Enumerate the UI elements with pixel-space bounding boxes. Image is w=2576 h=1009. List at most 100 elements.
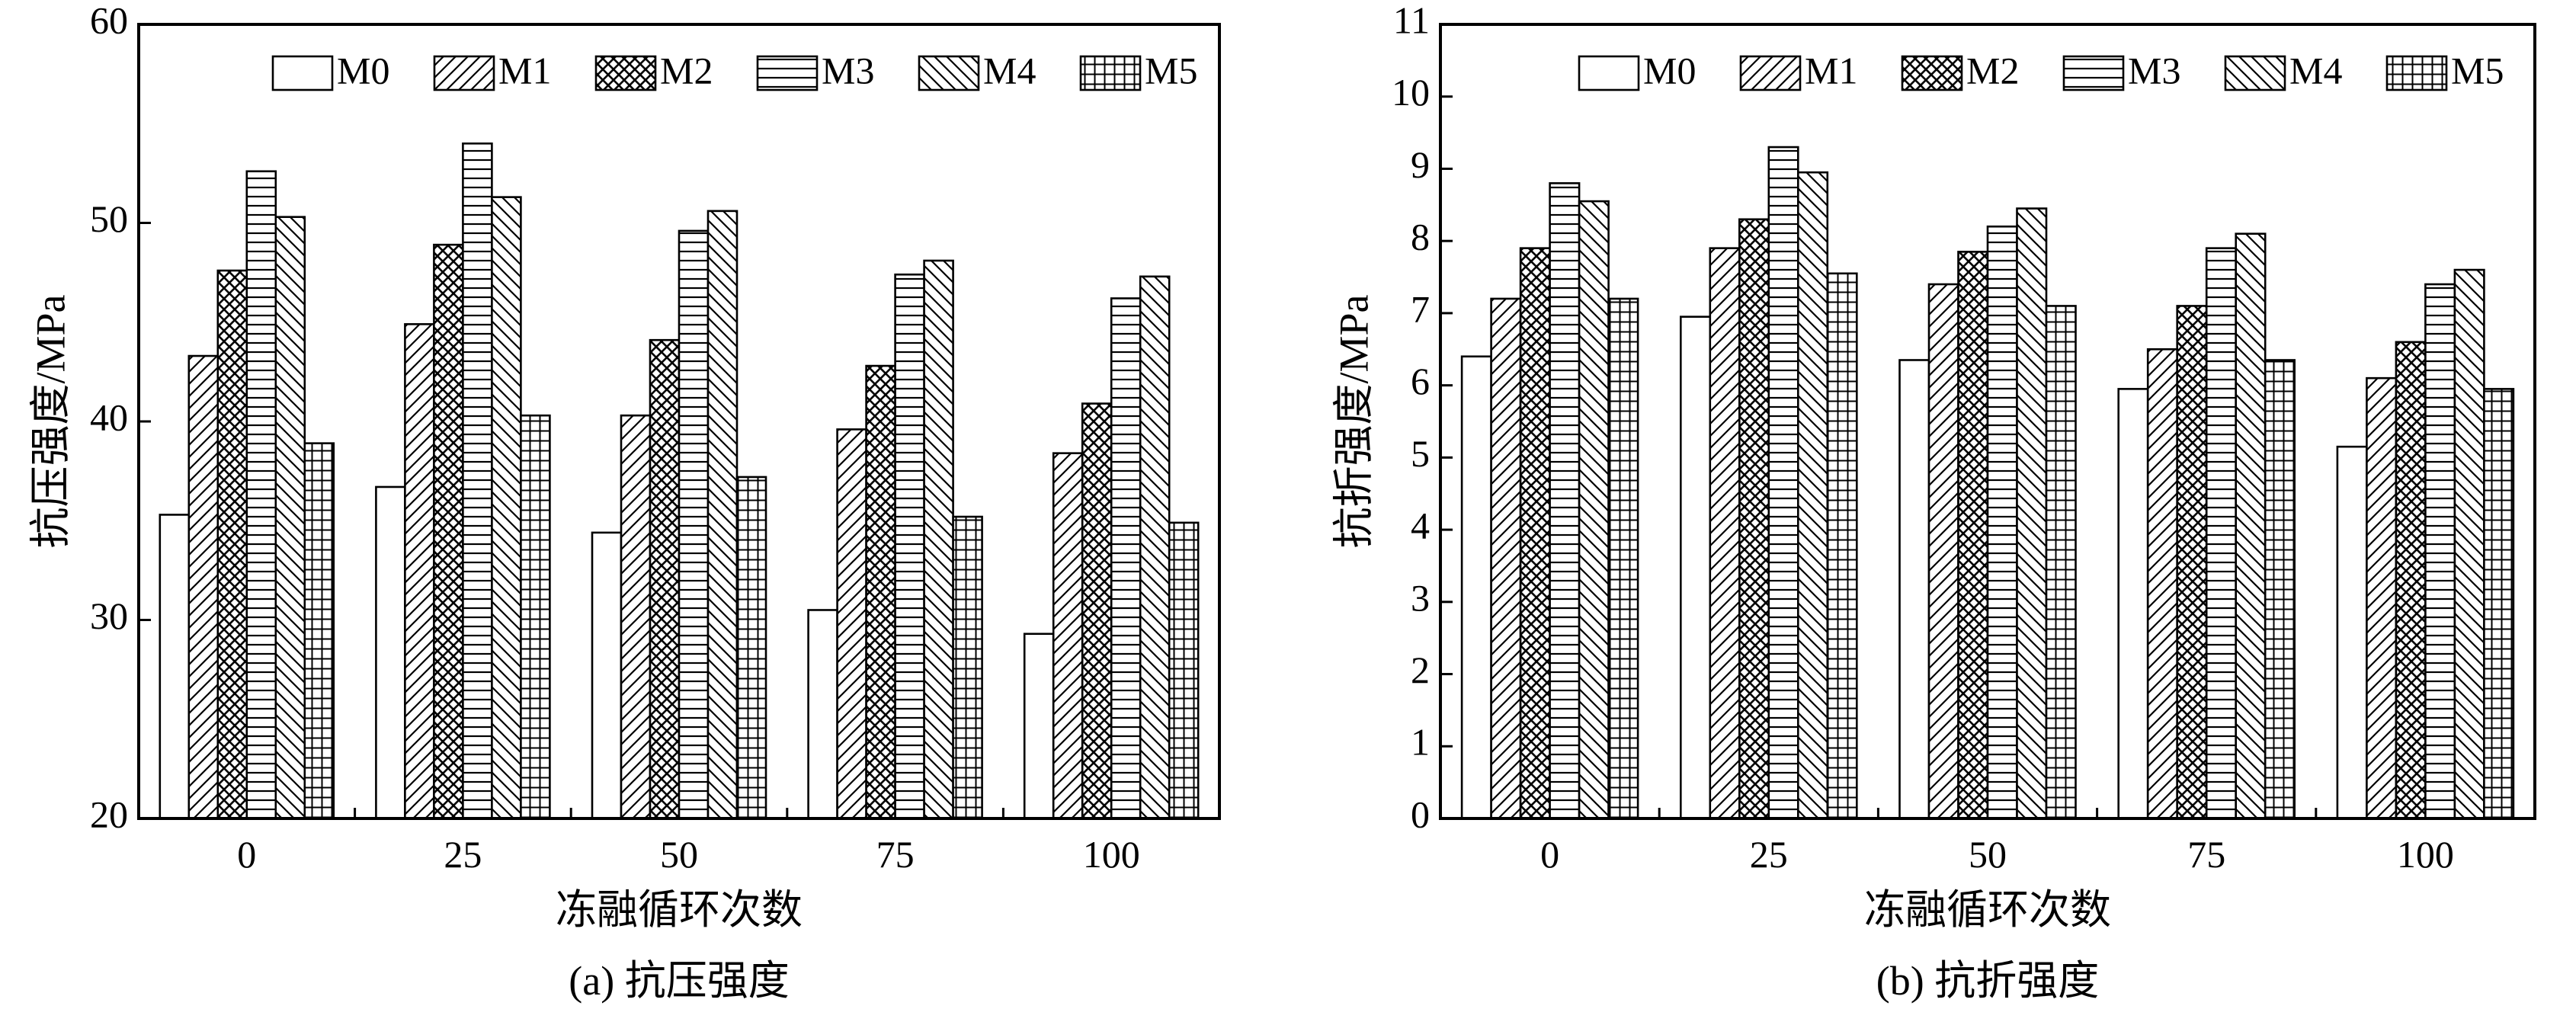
bar-m4-50 (706, 210, 739, 820)
y-axis-title: 抗压强度/MPa (27, 294, 73, 548)
x-axis: 0 25 50 75 100 (137, 808, 1221, 876)
bar-m0-100 (1023, 633, 1055, 820)
legend-swatch-m1 (1739, 55, 1802, 91)
bar-m5-100 (2483, 388, 2515, 820)
bar-m1-0 (187, 354, 219, 820)
legend-swatch-m0 (271, 55, 334, 91)
x-tick-label: 75 (2187, 833, 2225, 876)
bar-m4-25 (491, 196, 522, 820)
x-axis-title: 冻融循环次数 (556, 887, 803, 933)
legend-label-m1: M1 (1805, 49, 1857, 91)
bar-m3-25 (462, 143, 493, 820)
legend-label-m5: M5 (2451, 49, 2504, 91)
y-tick-label: 3 (1411, 576, 1430, 619)
y-tick-label: 11 (1393, 0, 1430, 41)
y-tick-label: 50 (90, 197, 128, 240)
bar-m3-50 (1986, 225, 2018, 820)
bar-m4-75 (923, 259, 954, 820)
bars (1460, 146, 2515, 820)
bar-m3-0 (1549, 182, 1581, 820)
bar-m2-0 (216, 269, 248, 820)
bar-m1-100 (2366, 376, 2398, 820)
bar-m2-100 (1081, 402, 1113, 820)
bar-m3-100 (2424, 283, 2456, 820)
bar-m1-25 (1709, 247, 1741, 820)
x-tick-label: 75 (876, 833, 915, 876)
y-axis: 0 1 2 3 4 5 6 7 8 9 10 11 (1392, 0, 1453, 835)
bar-m2-25 (1738, 218, 1770, 820)
bar-m1-75 (836, 428, 867, 820)
bar-m5-50 (2045, 305, 2077, 820)
y-tick-label: 2 (1411, 649, 1430, 691)
x-tick-label: 25 (444, 833, 482, 876)
bar-m0-25 (1680, 316, 1712, 820)
bar-m2-50 (649, 338, 681, 820)
bar-m3-50 (678, 229, 710, 820)
x-axis-title: 冻融循环次数 (1864, 887, 2111, 933)
bar-m3-100 (1110, 297, 1142, 820)
legend-swatch-m5 (2385, 55, 2448, 91)
legend-label-m3: M3 (822, 49, 874, 91)
legend-swatch-m5 (1079, 55, 1142, 91)
bar-m4-50 (2016, 207, 2048, 820)
y-tick-label: 4 (1411, 504, 1430, 547)
bars (159, 143, 1200, 820)
bar-m5-0 (1607, 297, 1639, 820)
x-tick-label: 0 (237, 833, 256, 876)
y-tick-label: 7 (1411, 287, 1430, 330)
figure-caption: (b) 抗折强度 (1876, 958, 2099, 1004)
bar-m5-25 (520, 414, 551, 820)
bar-m0-50 (591, 531, 623, 820)
bar-m0-25 (375, 485, 406, 820)
bar-m2-0 (1519, 247, 1551, 820)
bar-m1-50 (1927, 283, 1959, 820)
bar-m0-0 (1460, 355, 1492, 820)
legend-label-m4: M4 (983, 49, 1036, 91)
y-axis: 20 30 40 50 60 (90, 0, 151, 835)
bar-m1-25 (404, 323, 435, 820)
x-tick-label: 100 (1083, 833, 1140, 876)
legend-label-m2: M2 (660, 49, 713, 91)
bar-m1-50 (620, 414, 652, 820)
bar-m4-0 (274, 216, 306, 820)
y-tick-label: 20 (90, 793, 128, 835)
bar-m4-25 (1797, 171, 1829, 820)
y-tick-label: 6 (1411, 360, 1430, 402)
chart-panel-a: 20 30 40 50 60 0 25 50 75 100 M0 M1 M2 M3 M4 M5 抗压强度/… (27, 0, 1221, 1004)
x-tick-label: 100 (2397, 833, 2454, 876)
y-tick-label: 30 (90, 594, 128, 637)
bar-m2-75 (2176, 305, 2208, 820)
legend-label-m3: M3 (2128, 49, 2180, 91)
y-tick-label: 9 (1411, 143, 1430, 186)
x-tick-label: 0 (1540, 833, 1559, 876)
legend: M0 M1 M2 M3 M4 M5 (1578, 49, 2504, 91)
legend-swatch-m0 (1578, 55, 1640, 91)
y-tick-label: 10 (1392, 71, 1430, 114)
legend-swatch-m2 (594, 55, 657, 91)
bar-m5-25 (1826, 272, 1858, 820)
legend-swatch-m4 (918, 55, 980, 91)
x-tick-label: 25 (1750, 833, 1788, 876)
bar-m2-50 (1957, 251, 1989, 820)
bar-m5-50 (735, 476, 767, 820)
legend-swatch-m1 (433, 55, 495, 91)
bar-m5-75 (2264, 359, 2296, 820)
legend-label-m5: M5 (1145, 49, 1197, 91)
y-tick-label: 60 (90, 0, 128, 41)
y-tick-label: 40 (90, 396, 128, 438)
bar-m3-75 (2205, 247, 2237, 820)
figure-caption: (a) 抗压强度 (569, 958, 789, 1004)
bar-m1-0 (1490, 297, 1522, 820)
bar-m5-0 (303, 442, 335, 820)
bar-m0-0 (159, 514, 191, 820)
legend-swatch-m3 (756, 55, 819, 91)
bar-m0-75 (2117, 388, 2149, 820)
y-tick-label: 1 (1411, 721, 1430, 764)
x-tick-label: 50 (660, 833, 698, 876)
bar-m3-25 (1767, 146, 1799, 820)
bar-m5-100 (1168, 521, 1200, 820)
bar-m4-100 (2453, 268, 2485, 820)
bar-m0-100 (2336, 445, 2368, 820)
x-axis: 0 25 50 75 100 (1439, 808, 2536, 876)
